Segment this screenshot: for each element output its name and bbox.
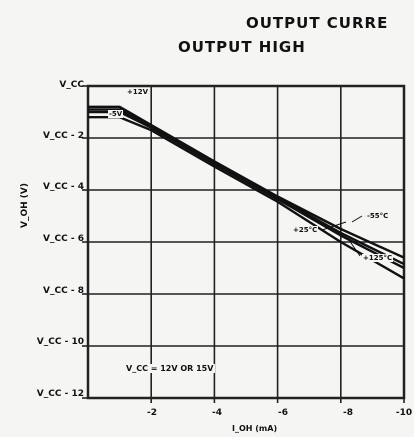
x-tick-label: -2 xyxy=(147,408,157,418)
y-axis-label: V_OH (V) xyxy=(20,183,30,228)
chart-title: OUTPUT CURRE xyxy=(246,14,389,32)
chart-subtitle: OUTPUT HIGH xyxy=(178,38,306,56)
leader-line xyxy=(348,239,361,257)
y-tick-label: V_CC xyxy=(59,80,84,90)
annotation-plus12v: +12V xyxy=(126,88,150,96)
series-line xyxy=(88,115,405,280)
x-tick-label: -8 xyxy=(343,408,353,418)
x-tick-label: -10 xyxy=(395,408,413,418)
y-tick-label: V_CC - 12 xyxy=(36,389,84,399)
y-tick-label: V_CC - 4 xyxy=(43,182,84,192)
annotation-plus25c: +25°C xyxy=(292,226,319,234)
y-tick-label: V_CC - 6 xyxy=(43,234,84,244)
annotation-minus5v: -5V xyxy=(108,110,124,118)
leader-line xyxy=(321,221,347,231)
annotation-plus125c: +125°C xyxy=(362,254,394,262)
x-axis-label: I_OH (mA) xyxy=(232,424,278,433)
series-line xyxy=(88,108,405,266)
y-tick-label: V_CC - 8 xyxy=(43,286,84,296)
x-tick-label: -6 xyxy=(278,408,288,418)
y-tick-label: V_CC - 10 xyxy=(36,337,84,347)
leader-line xyxy=(351,215,363,223)
y-tick-label: V_CC - 2 xyxy=(43,131,84,141)
x-tick-label: -4 xyxy=(212,408,222,418)
condition-note: V_CC = 12V OR 15V xyxy=(124,364,216,373)
annotation-minus55c: -55°C xyxy=(366,212,390,220)
